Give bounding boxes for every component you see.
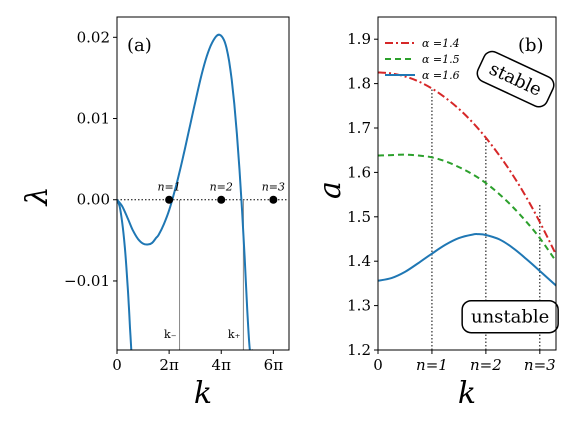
unstable-annotation: unstable xyxy=(461,299,559,334)
x-tick-label: 4π xyxy=(212,356,232,374)
panel-b-y-axis-label: a xyxy=(313,181,348,199)
panel-a-frame xyxy=(116,16,290,351)
y-tick-label: 0.00 xyxy=(77,191,110,209)
y-tick-label: 1.2 xyxy=(347,341,371,359)
panel-b-frame xyxy=(377,16,557,351)
x-tick-label: 0 xyxy=(373,356,383,374)
panel-a-ticks: 0 2π 4π 6π −0.01 0.00 0.01 0.02 xyxy=(64,28,283,374)
x-tick-label: n=2 xyxy=(470,356,502,374)
unstable-annotation-box xyxy=(461,299,559,334)
x-tick-label: 0 xyxy=(112,356,122,374)
panel-b-label: (b) xyxy=(518,35,544,56)
panel-a-x-axis-label: k xyxy=(194,376,212,411)
panel-b: 0 n=1 n=2 n=3 1.2 1.3 1.4 1.5 1.6 1.7 1.8 1.9 stabl… xyxy=(313,16,559,411)
panel-a-points: n=1 n=2 n=3 xyxy=(157,181,285,204)
stable-annotation-box xyxy=(476,50,555,108)
y-tick-label: −0.01 xyxy=(64,272,110,290)
y-tick-label: 1.7 xyxy=(347,119,371,137)
mode-point-label: n=1 xyxy=(157,181,180,194)
panel-b-x-axis-label: k xyxy=(458,376,476,411)
y-tick-label: 0.01 xyxy=(77,110,110,128)
legend-label: α =1.5 xyxy=(422,53,460,66)
mode-point xyxy=(165,195,174,204)
critical-k-label: k₊ xyxy=(228,328,241,341)
x-tick-label: n=1 xyxy=(416,356,448,374)
stable-annotation: stable xyxy=(476,50,555,108)
legend-label: α =1.4 xyxy=(422,37,460,50)
panel-a: k₋ k₊ n=1 n=2 n=3 0 2π 4π 6π−0.010.000.010.02 … xyxy=(20,16,290,411)
unstable-annotation-text: unstable xyxy=(471,307,549,328)
x-tick-label: 2π xyxy=(159,356,179,374)
panel-a-reference-lines: k₋ k₊ xyxy=(117,199,289,350)
growth-rate-curve-2 xyxy=(117,199,133,350)
panel-b-legend: α =1.4 α =1.5 α =1.6 xyxy=(385,37,460,82)
y-tick-label: 1.5 xyxy=(347,208,371,226)
growth-rate-curve-1 xyxy=(117,33,254,350)
stability-curve-2 xyxy=(378,153,556,262)
panel-a-curves xyxy=(117,33,254,350)
x-tick-label: n=3 xyxy=(524,356,556,374)
y-tick-label: 1.8 xyxy=(347,75,371,93)
y-tick-label: 1.4 xyxy=(347,252,371,270)
panel-b-ticks: 0 n=1 n=2 n=3 1.2 1.3 1.4 1.5 1.6 1.7 1.8 1.9 xyxy=(347,30,556,374)
panel-b-curves xyxy=(378,71,556,287)
panel-b-annotations: stable unstable xyxy=(461,50,559,334)
panel-a-label: (a) xyxy=(127,35,152,56)
legend-label: α =1.6 xyxy=(422,69,460,82)
x-tick-label: 6π xyxy=(264,356,284,374)
mode-point xyxy=(269,195,278,204)
mode-point-label: n=3 xyxy=(262,181,285,194)
stability-curve-3 xyxy=(378,233,556,287)
y-tick-label: 0.02 xyxy=(77,28,110,46)
stability-curve-1 xyxy=(378,71,556,255)
critical-k-label: k₋ xyxy=(164,328,177,341)
panel-a-y-axis-label: λ xyxy=(20,186,55,206)
y-tick-label: 1.6 xyxy=(347,163,371,181)
mode-point xyxy=(217,195,226,204)
y-tick-label: 1.3 xyxy=(347,297,371,315)
mode-point-label: n=2 xyxy=(210,181,233,194)
y-tick-label: 1.9 xyxy=(347,30,371,48)
